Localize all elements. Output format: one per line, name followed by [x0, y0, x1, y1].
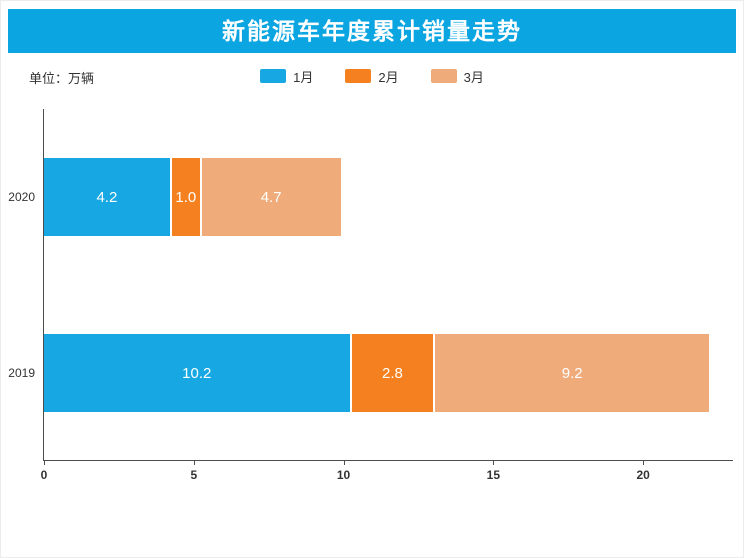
- bar-value-label: 9.2: [561, 364, 583, 382]
- x-axis-tick: [493, 460, 495, 465]
- x-axis-tick: [44, 460, 45, 465]
- bar-segment-2020-1月: 4.2: [44, 158, 170, 236]
- bar-segment-2020-2月: 1.0: [169, 158, 200, 236]
- x-axis-tick: [343, 460, 345, 465]
- y-axis-label-2020: 2020: [8, 190, 35, 204]
- bar-value-label: 10.2: [182, 364, 212, 382]
- bar-row-2019: 10.2 2.8 9.2: [44, 334, 733, 412]
- bar-row-2020: 4.2 1.0 4.7: [44, 158, 733, 236]
- legend-item-2月: 2月: [345, 67, 399, 86]
- plot-area: 4.2 1.0 4.7 2020 10.2 2.8 9.2 2019 0 5 10 15 20: [8, 109, 733, 482]
- x-axis-tick: [193, 460, 195, 465]
- chart-title: 新能源车年度累计销量走势: [8, 9, 736, 53]
- bar-value-label: 1.0: [175, 188, 197, 206]
- unit-label: 单位：万辆: [29, 71, 95, 86]
- x-axis-tick: [643, 460, 645, 465]
- legend-label: 3月: [463, 69, 484, 85]
- bar-value-label: 2.8: [382, 364, 403, 382]
- x-axis-tick-label: 0: [40, 468, 48, 482]
- x-axis-tick-label: 20: [636, 468, 650, 482]
- bar-value-label: 4.7: [260, 188, 282, 206]
- bar-segment-2019-2月: 2.8: [349, 334, 434, 412]
- legend-label: 1月: [293, 69, 314, 85]
- legend-row: 单位：万辆 1月 2月 3月: [1, 63, 743, 89]
- x-axis-tick-label: 5: [190, 468, 198, 482]
- legend: 1月 2月 3月: [1, 63, 743, 89]
- x-axis-tick-label: 15: [486, 468, 501, 482]
- x-axis-tick-label: 10: [336, 468, 351, 482]
- legend-label: 2月: [378, 69, 399, 85]
- bar-segment-2019-3月: 9.2: [433, 334, 710, 412]
- legend-swatch: [430, 69, 457, 83]
- legend-swatch: [345, 69, 372, 83]
- legend-item-3月: 3月: [430, 67, 484, 86]
- bar-segment-2020-3月: 4.7: [199, 158, 341, 236]
- legend-item-1月: 1月: [260, 67, 313, 86]
- bar-value-label: 4.2: [96, 188, 118, 206]
- y-axis-label-2019: 2019: [8, 366, 35, 380]
- legend-swatch: [260, 69, 287, 83]
- bar-segment-2019-1月: 10.2: [44, 334, 350, 412]
